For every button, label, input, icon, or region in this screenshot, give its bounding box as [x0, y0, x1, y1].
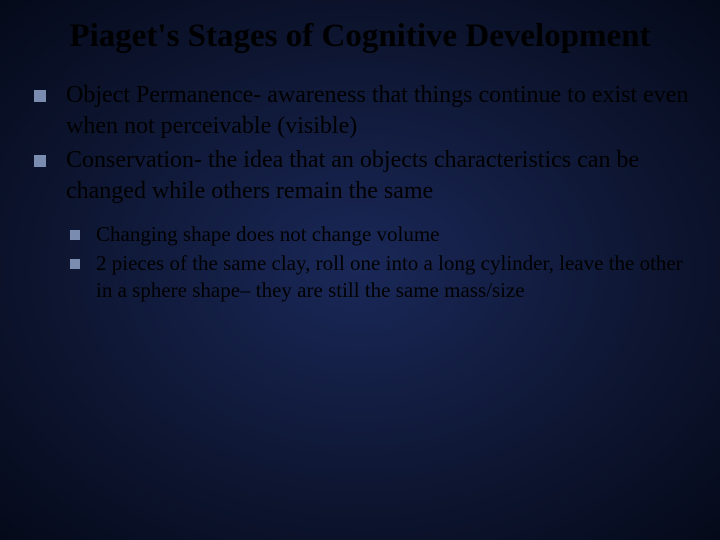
sub-bullet-list: Changing shape does not change volume 2 … [66, 221, 690, 304]
bullet-item: Object Permanence- awareness that things… [30, 80, 690, 141]
main-bullet-list: Object Permanence- awareness that things… [30, 80, 690, 207]
slide-container: Piaget's Stages of Cognitive Development… [0, 0, 720, 540]
sub-bullet-text: 2 pieces of the same clay, roll one into… [96, 251, 683, 302]
sub-bullet-item: Changing shape does not change volume [66, 221, 690, 248]
sub-bullet-item: 2 pieces of the same clay, roll one into… [66, 250, 690, 304]
bullet-text: Conservation- the idea that an objects c… [66, 147, 639, 204]
sub-bullet-text: Changing shape does not change volume [96, 222, 440, 246]
bullet-item: Conservation- the idea that an objects c… [30, 145, 690, 206]
bullet-text: Object Permanence- awareness that things… [66, 82, 688, 139]
slide-title: Piaget's Stages of Cognitive Development [30, 18, 690, 56]
